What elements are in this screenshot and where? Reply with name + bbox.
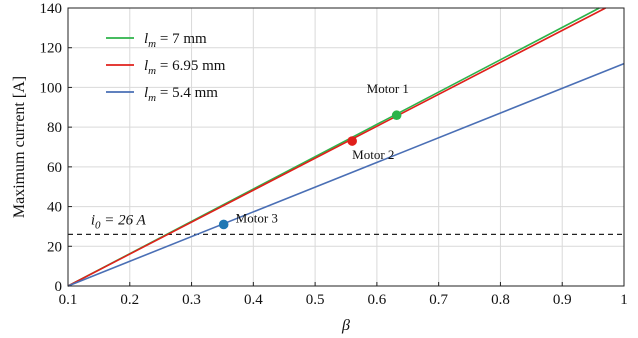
x-tick-label: 0.5 (306, 292, 325, 308)
motor-point-1 (391, 110, 402, 121)
legend-label-3: lm = 5.4 mm (144, 85, 218, 104)
x-tick-label: 0.1 (59, 292, 78, 308)
legend-label-2: lm = 6.95 mm (144, 58, 226, 77)
x-tick-label: 0.3 (182, 292, 201, 308)
motor-points: Motor 1 Motor 2 Motor 3 (218, 81, 409, 230)
series-line-3 (67, 62, 625, 287)
x-tick-label: 0.7 (429, 292, 448, 308)
y-tick-label: 60 (47, 160, 62, 176)
motor-point-2 (347, 136, 357, 146)
motor-label-2: Motor 2 (352, 147, 394, 162)
legend: lm = 7 mm lm = 6.95 mm lm = 5.4 mm (106, 31, 226, 104)
motor-label-1: Motor 1 (367, 81, 409, 96)
y-tick-label: 0 (55, 279, 63, 295)
x-axis-title: β (341, 317, 350, 334)
x-tick-label: 1 (620, 292, 628, 308)
y-tick-label: 80 (47, 120, 62, 136)
y-tick-label: 140 (40, 1, 63, 17)
x-tick-label: 0.4 (244, 292, 263, 308)
legend-label-1: lm = 7 mm (144, 31, 207, 50)
plot-frame (67, 7, 625, 287)
reference-line-label: i0 = 26 A (91, 212, 147, 231)
x-tick-label: 0.2 (120, 292, 139, 308)
y-tick-label: 100 (40, 80, 63, 96)
y-axis-title: Maximum current [A] (11, 76, 28, 218)
x-tick-label: 0.8 (491, 292, 510, 308)
motor-label-3: Motor 3 (236, 210, 278, 225)
reference-line-group: i0 = 26 A (68, 212, 624, 235)
x-tick-labels: 0.1 0.2 0.3 0.4 0.5 0.6 0.7 0.8 0.9 1 (59, 292, 628, 308)
motor-point-3 (218, 219, 229, 230)
y-tick-label: 40 (47, 200, 62, 216)
y-tick-label: 20 (47, 239, 62, 255)
x-tick-label: 0.9 (553, 292, 572, 308)
y-tick-labels: 0 20 40 60 80 100 120 140 (40, 1, 63, 295)
y-tick-label: 120 (40, 41, 63, 57)
series-line-2 (67, 7, 606, 287)
series-lines (67, 7, 625, 287)
x-tick-label: 0.6 (368, 292, 387, 308)
